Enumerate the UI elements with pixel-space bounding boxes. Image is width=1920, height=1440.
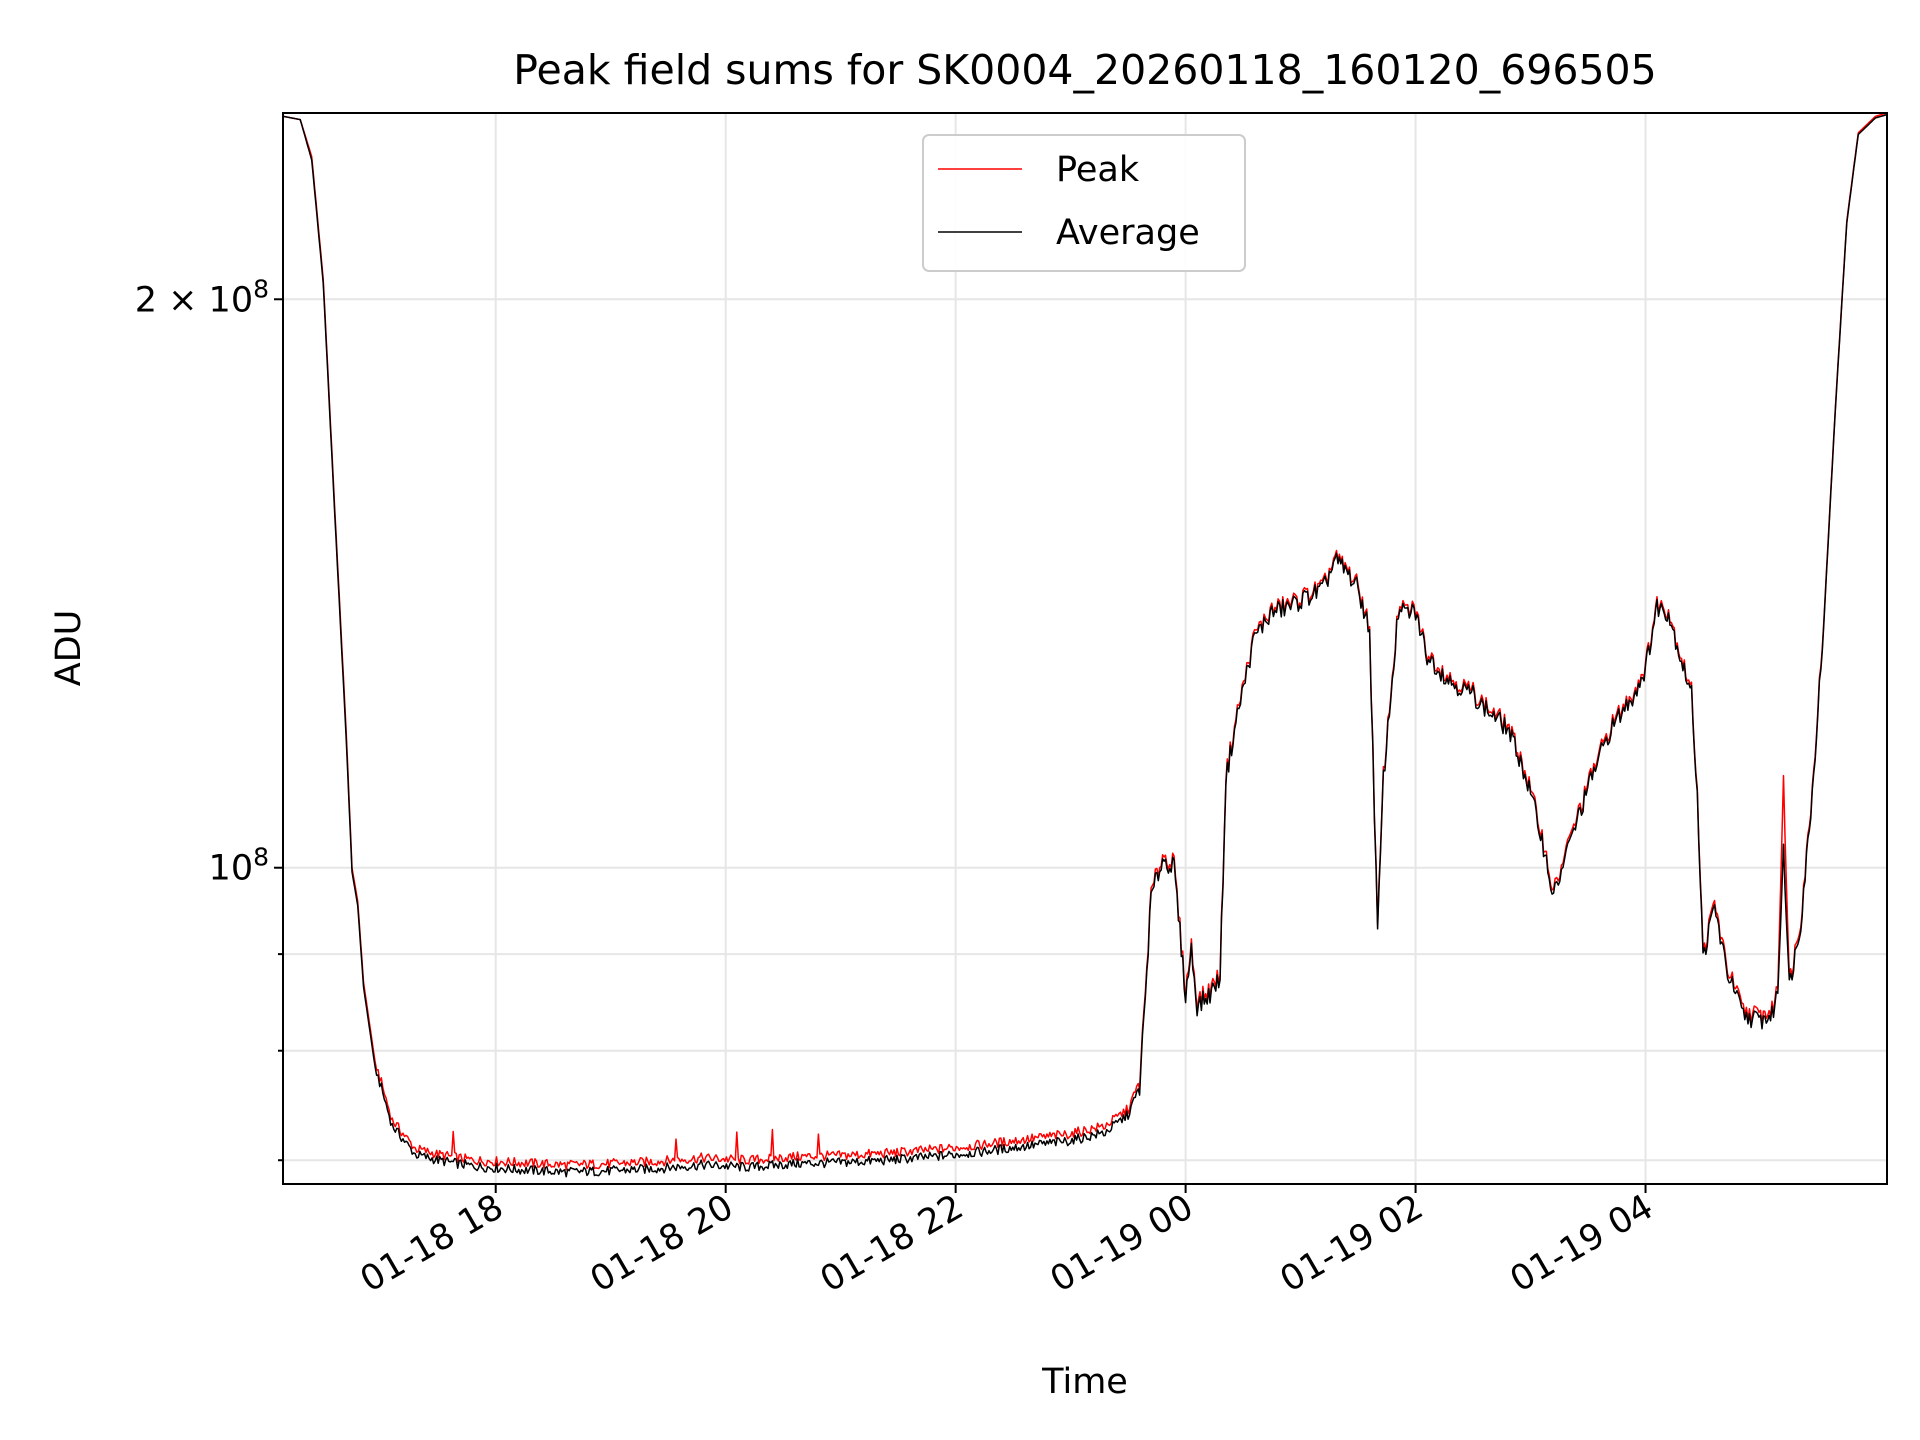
legend: Peak Average xyxy=(922,134,1246,272)
x-axis-label: Time xyxy=(1041,1362,1128,1402)
series-line-peak xyxy=(282,112,1888,1171)
series-line-average xyxy=(282,113,1888,1178)
axes-frame xyxy=(282,112,1888,1185)
grid xyxy=(283,113,1887,1184)
series-lines xyxy=(282,112,1888,1178)
y-tick-label: 2 × 108 xyxy=(135,274,269,320)
chart-title: Peak field sums for SK0004_20260118_1601… xyxy=(513,46,1656,94)
legend-label-peak: Peak xyxy=(1056,150,1140,190)
plot-area xyxy=(283,113,1887,1184)
legend-label-average: Average xyxy=(1056,213,1200,253)
y-tick-label: 108 xyxy=(209,843,269,889)
y-axis-label: ADU xyxy=(49,610,89,687)
